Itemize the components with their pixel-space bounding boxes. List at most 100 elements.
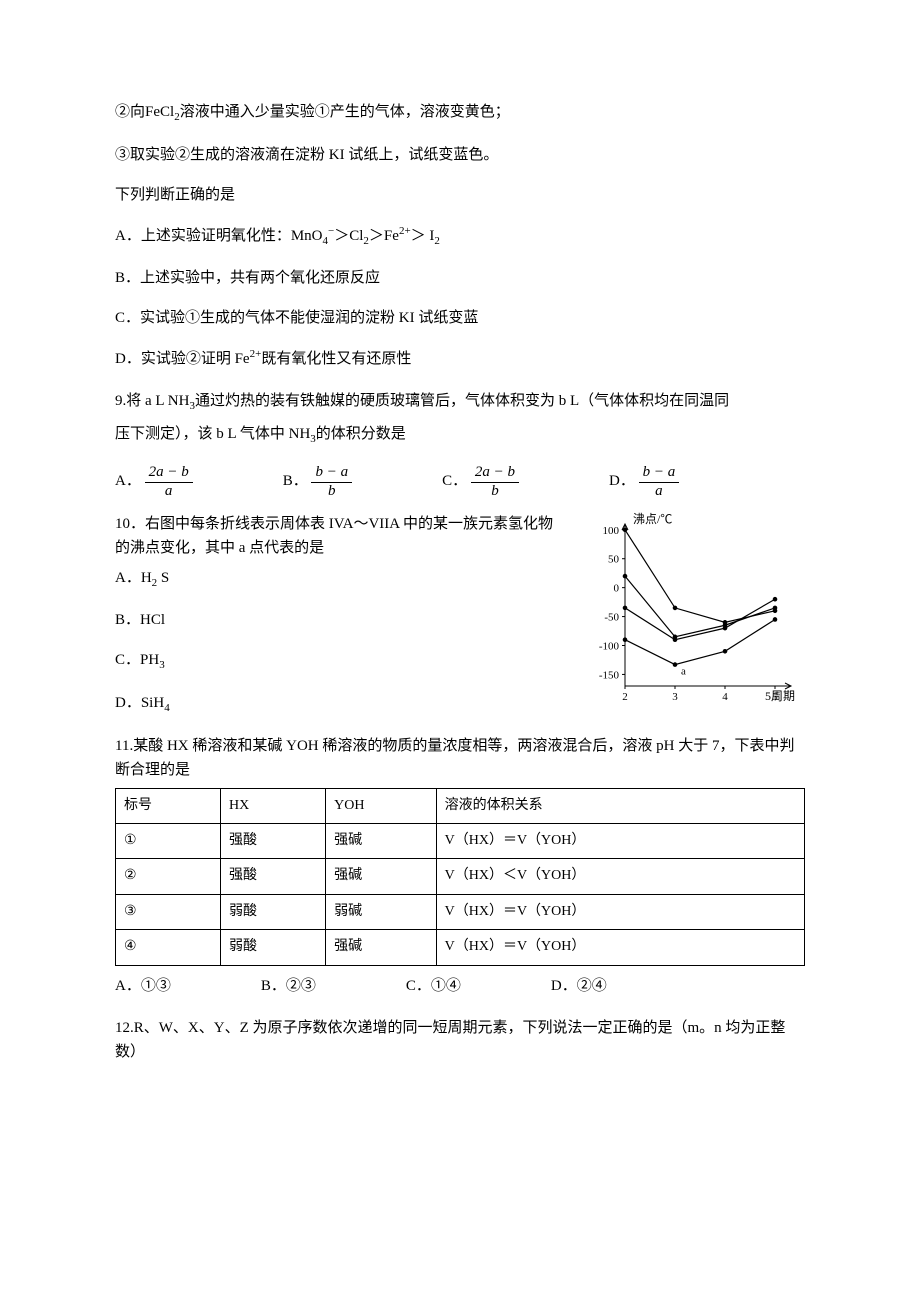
table-cell: 强酸 <box>221 824 326 859</box>
svg-text:0: 0 <box>614 583 620 595</box>
text: 溶液中通入少量实验①产生的气体，溶液变黄色； <box>180 104 510 120</box>
table-cell: 强碱 <box>326 824 437 859</box>
fraction: b − ab <box>311 464 352 500</box>
superscript: 2+ <box>399 225 411 237</box>
table-cell: V（HX）＝V（YOH） <box>436 824 804 859</box>
table-cell: V（HX）＜V（YOH） <box>436 859 804 894</box>
superscript: 2+ <box>250 348 262 360</box>
q10-block: 10．右图中每条折线表示周体表 IVA～VIIA 中的某一族元素氢化物的沸点变化… <box>115 512 805 734</box>
q8-prompt: 下列判断正确的是 <box>115 183 805 207</box>
label: C． <box>442 474 467 490</box>
svg-text:4: 4 <box>722 691 728 702</box>
q9-optB: B． b − ab <box>283 464 352 500</box>
table-header-cell: 溶液的体积关系 <box>436 788 804 823</box>
table-row: ④弱酸强碱V（HX）＝V（YOH） <box>116 930 805 965</box>
table-row: ①强酸强碱V（HX）＝V（YOH） <box>116 824 805 859</box>
svg-text:-100: -100 <box>599 640 620 652</box>
table-cell: ④ <box>116 930 221 965</box>
svg-text:50: 50 <box>608 554 620 566</box>
q8-optA: A．上述实验证明氧化性：MnO4−＞Cl2＞Fe2+＞ I2 <box>115 223 805 251</box>
table-cell: ③ <box>116 894 221 929</box>
text: C．PH <box>115 652 159 668</box>
subscript: 4 <box>164 702 170 714</box>
q8-step3: ③取实验②生成的溶液滴在淀粉 KI 试纸上，试纸变蓝色。 <box>115 143 805 167</box>
text: ＞Fe <box>369 228 399 244</box>
q9-optD: D． b − aa <box>609 464 679 500</box>
q8-optB: B．上述实验中，共有两个氧化还原反应 <box>115 266 805 290</box>
label: D． <box>609 474 635 490</box>
q9-optA: A． 2a − ba <box>115 464 193 500</box>
svg-text:-150: -150 <box>599 669 620 681</box>
q11-options: A．①③ B．②③ C．①④ D．②④ <box>115 974 805 998</box>
table-cell: ① <box>116 824 221 859</box>
text: A．上述实验证明氧化性：MnO <box>115 228 323 244</box>
fraction: 2a − ba <box>145 464 193 500</box>
table-row: ③弱酸弱碱V（HX）＝V（YOH） <box>116 894 805 929</box>
svg-text:a: a <box>681 665 686 677</box>
table-header-cell: HX <box>221 788 326 823</box>
text: 压下测定），该 b L 气体中 NH <box>115 426 310 442</box>
label: A． <box>115 474 141 490</box>
q11-optB: B．②③ <box>261 974 316 998</box>
numerator: b − a <box>311 464 352 482</box>
q10-optD: D．SiH4 <box>115 691 567 718</box>
numerator: 2a − b <box>471 464 519 482</box>
subscript: 2 <box>434 235 440 247</box>
q10-optA: A．H2 S <box>115 566 567 593</box>
table-row: ②强酸强碱V（HX）＜V（YOH） <box>116 859 805 894</box>
label: B． <box>283 474 308 490</box>
table-header-cell: 标号 <box>116 788 221 823</box>
svg-text:3: 3 <box>672 691 678 702</box>
numerator: 2a − b <box>145 464 193 482</box>
text: 通过灼热的装有铁触媒的硬质玻璃管后，气体体积变为 b L（气体体积均在同温同 <box>195 393 729 409</box>
table-cell: 弱酸 <box>221 930 326 965</box>
text: D．实试验②证明 Fe <box>115 351 250 367</box>
q11-optC: C．①④ <box>406 974 461 998</box>
boiling-point-chart-icon: -150-100-500501002345沸点/℃5周期a <box>585 512 805 702</box>
svg-text:5周期: 5周期 <box>765 689 795 702</box>
table-cell: ② <box>116 859 221 894</box>
q8-step2: ②向FeCl2溶液中通入少量实验①产生的气体，溶液变黄色； <box>115 100 805 127</box>
text: ＞Cl <box>334 228 363 244</box>
q9-stem-line1: 9.将 a L NH3通过灼热的装有铁触媒的硬质玻璃管后，气体体积变为 b L（… <box>115 389 805 416</box>
denominator: a <box>145 483 193 500</box>
q11-stem: 11.某酸 HX 稀溶液和某碱 YOH 稀溶液的物质的量浓度相等，两溶液混合后，… <box>115 734 805 782</box>
svg-text:-50: -50 <box>604 611 619 623</box>
q12-stem: 12.R、W、X、Y、Z 为原子序数依次递增的同一短周期元素，下列说法一定正确的… <box>115 1016 805 1064</box>
fraction: 2a − bb <box>471 464 519 500</box>
text: S <box>157 570 169 586</box>
table-cell: 强碱 <box>326 930 437 965</box>
text: 既有氧化性又有还原性 <box>261 351 411 367</box>
fraction: b − aa <box>639 464 680 500</box>
text: 的体积分数是 <box>316 426 406 442</box>
table-cell: V（HX）＝V（YOH） <box>436 894 804 929</box>
numerator: b − a <box>639 464 680 482</box>
svg-text:2: 2 <box>622 691 628 702</box>
table-cell: V（HX）＝V（YOH） <box>436 930 804 965</box>
denominator: b <box>311 483 352 500</box>
subscript: 3 <box>159 659 165 671</box>
text: ②向FeCl <box>115 104 174 120</box>
table-cell: 弱酸 <box>221 894 326 929</box>
table-cell: 强碱 <box>326 859 437 894</box>
table-cell: 弱碱 <box>326 894 437 929</box>
q10-optC: C．PH3 <box>115 648 567 675</box>
q10-chart: -150-100-500501002345沸点/℃5周期a <box>585 512 805 710</box>
q11-optD: D．②④ <box>551 974 607 998</box>
q10-optB: B．HCl <box>115 608 567 632</box>
q9-stem-line2: 压下测定），该 b L 气体中 NH3的体积分数是 <box>115 422 805 449</box>
denominator: b <box>471 483 519 500</box>
table-cell: 强酸 <box>221 859 326 894</box>
q10-stem: 10．右图中每条折线表示周体表 IVA～VIIA 中的某一族元素氢化物的沸点变化… <box>115 512 567 560</box>
text: A．H <box>115 570 152 586</box>
q11-optA: A．①③ <box>115 974 171 998</box>
q8-optD: D．实试验②证明 Fe2+既有氧化性又有还原性 <box>115 346 805 371</box>
text: ＞ I <box>411 228 435 244</box>
q8-optC: C．实试验①生成的气体不能使湿润的淀粉 KI 试纸变蓝 <box>115 306 805 330</box>
table-header-cell: YOH <box>326 788 437 823</box>
q9-options: A． 2a − ba B． b − ab C． 2a − bb D． b − a… <box>115 464 805 500</box>
q10-left: 10．右图中每条折线表示周体表 IVA～VIIA 中的某一族元素氢化物的沸点变化… <box>115 512 567 734</box>
svg-text:沸点/℃: 沸点/℃ <box>633 512 672 526</box>
text: 9.将 a L NH <box>115 393 189 409</box>
q9-optC: C． 2a − bb <box>442 464 519 500</box>
